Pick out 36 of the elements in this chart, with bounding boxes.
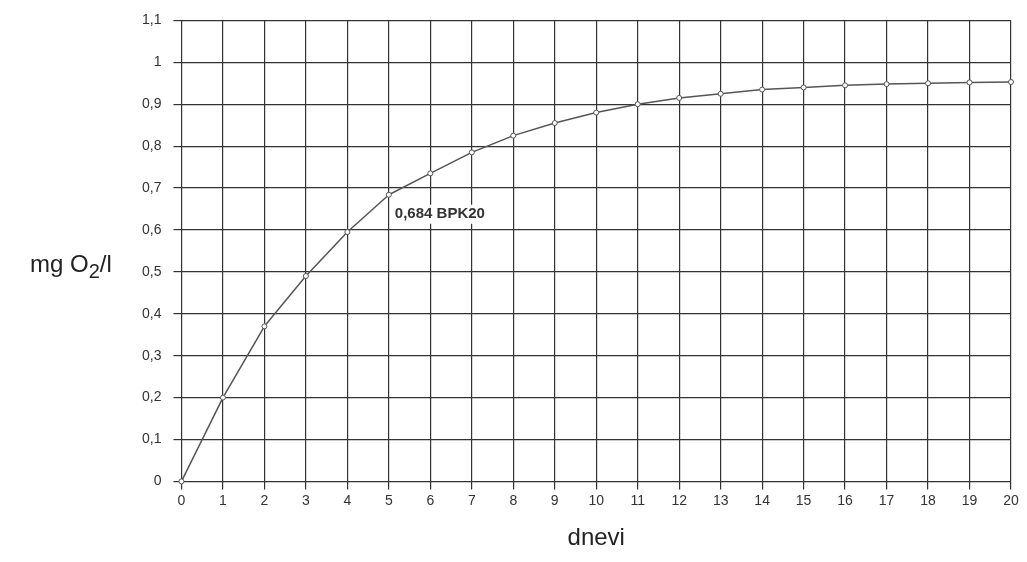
y-tick-label: 0,5 (141, 262, 162, 279)
x-tick-label: 18 (920, 491, 937, 508)
x-tick-label: 14 (754, 491, 771, 508)
x-tick-label: 6 (426, 491, 435, 508)
annotation: 0,684 BPK20 (394, 204, 485, 222)
x-tick-label: 16 (837, 491, 854, 508)
x-tick-label: 1 (219, 491, 228, 508)
x-tick-label: 3 (301, 491, 310, 508)
y-axis-title: mg O$_{2}$/l (30, 250, 112, 283)
x-tick-label: 19 (961, 491, 978, 508)
y-tick-label: 0,9 (141, 95, 162, 112)
x-tick-label: 17 (878, 491, 895, 508)
x-tick-label: 2 (260, 491, 269, 508)
y-tick-label: 0,2 (141, 388, 162, 405)
y-tick-label: 0 (153, 472, 162, 489)
x-tick-label: 11 (630, 491, 646, 508)
x-tick-label: 12 (671, 491, 688, 508)
x-tick-label: 13 (712, 491, 729, 508)
y-tick-label: 0,6 (141, 220, 162, 237)
y-tick-label: 1 (153, 53, 162, 70)
x-axis-title: dnevi (567, 523, 625, 551)
x-tick-label: 8 (509, 491, 518, 508)
x-tick-label: 10 (588, 491, 605, 508)
y-tick-label: 0,3 (141, 346, 162, 363)
x-tick-label: 20 (1003, 491, 1019, 508)
y-tick-label: 0,4 (141, 304, 162, 321)
x-tick-label: 0 (177, 491, 186, 508)
y-tick-label: 1,1 (141, 11, 162, 28)
x-tick-label: 7 (467, 491, 476, 508)
x-tick-label: 15 (795, 491, 812, 508)
y-tick-label: 0,7 (141, 178, 162, 195)
x-tick-label: 5 (384, 491, 393, 508)
x-tick-label: 9 (550, 491, 559, 508)
y-tick-label: 0,8 (141, 136, 162, 153)
y-tick-label: 0,1 (141, 430, 162, 447)
x-tick-label: 4 (343, 491, 352, 508)
